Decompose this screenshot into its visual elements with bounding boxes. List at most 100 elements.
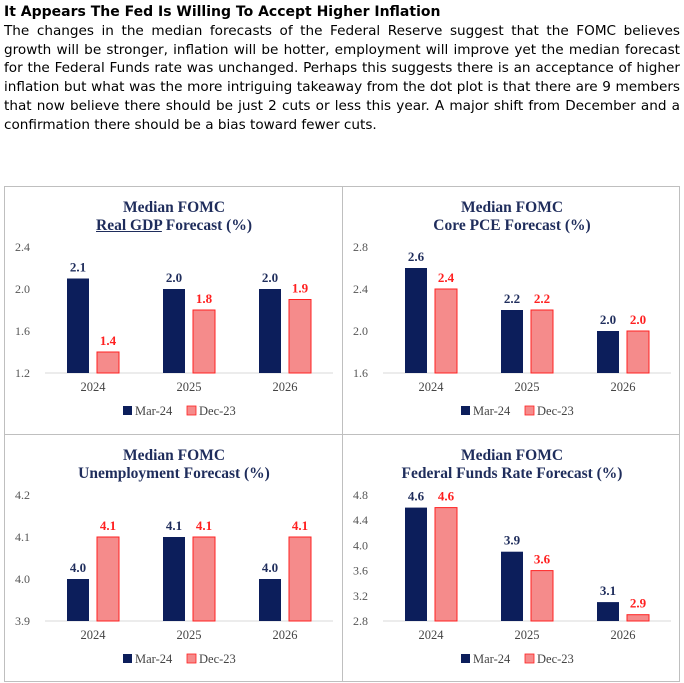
bar-dec-23 [530,309,554,374]
chart-subtitle-text: Federal Funds Rate Forecast (%) [401,465,623,482]
legend-swatch-mar-24 [461,406,470,415]
data-label: 2.0 [600,312,616,327]
bar-mar-24 [405,507,427,621]
legend-label: Mar-24 [473,652,511,666]
y-tick-label: 2.0 [15,282,30,296]
y-tick-label: 4.4 [353,513,368,527]
data-label: 4.6 [408,489,425,504]
data-label: 2.0 [262,270,278,285]
chart-subtitle-text: Forecast (%) [161,217,252,234]
y-tick-label: 4.0 [15,572,30,586]
legend-label: Mar-24 [135,652,173,666]
data-label: 3.1 [600,583,616,598]
bar-mar-24 [259,289,281,373]
y-tick-label: 1.6 [353,366,368,380]
gdp-chart: Median FOMC Real GDP Forecast (%) 1.2 1.6 2.… [5,187,343,435]
bar-dec-23 [288,299,312,374]
bar-mar-24 [67,278,89,373]
data-label: 1.9 [292,281,309,296]
bar-dec-23 [96,351,120,374]
chart-subtitle: Federal Funds Rate Forecast (%) [343,465,681,483]
x-tick-label: 2025 [177,628,202,642]
legend-swatch-dec-23 [186,653,197,664]
data-label: 2.0 [166,270,182,285]
legend-swatch-mar-24 [123,654,132,663]
chart-subtitle: Core PCE Forecast (%) [343,217,681,235]
y-tick-label: 3.6 [353,564,368,578]
bar-dec-23 [434,288,458,374]
data-label: 2.2 [534,291,550,306]
y-tick-label: 2.8 [353,614,368,628]
chart-svg: 3.9 4.0 4.1 4.2 2024 4.0 4.1 2025 4.1 4.1 2026 4.0 4… [15,488,333,666]
legend-swatch-dec-23 [524,405,535,416]
bar-dec-23 [192,536,216,622]
fed-funds-chart: Median FOMC Federal Funds Rate Forecast (… [343,435,681,683]
y-tick-label: 4.8 [353,488,368,502]
article-paragraph: The changes in the median forecasts of t… [4,23,680,133]
bar-dec-23 [530,570,554,622]
x-tick-label: 2024 [419,380,445,394]
data-label: 2.0 [630,312,646,327]
unemployment-chart: Median FOMC Unemployment Forecast (%) 3.9 4… [5,435,343,683]
data-label: 2.2 [504,291,520,306]
legend-label: Dec-23 [199,652,236,666]
chart-subtitle: Unemployment Forecast (%) [5,465,343,483]
legend-label: Mar-24 [473,404,511,418]
data-label: 4.6 [438,489,455,504]
chart-title: Median FOMC [460,199,564,216]
x-tick-label: 2024 [81,628,107,642]
y-tick-label: 3.2 [353,589,368,603]
bar-dec-23 [192,309,216,374]
core-pce-chart: Median FOMC Core PCE Forecast (%) 1.6 2.0 2.… [343,187,681,435]
x-tick-label: 2026 [273,380,298,394]
bar-mar-24 [163,537,185,621]
data-label: 2.4 [438,270,455,285]
chart-title: Median FOMC [122,447,226,464]
data-label: 4.1 [100,518,116,533]
data-label: 4.0 [70,560,86,575]
data-label: 1.8 [196,291,213,306]
data-label: 4.1 [196,518,212,533]
x-tick-label: 2025 [177,380,202,394]
bar-mar-24 [501,310,523,373]
y-tick-label: 2.0 [353,324,368,338]
legend-swatch-mar-24 [123,406,132,415]
bar-dec-23 [626,614,650,622]
bar-mar-24 [405,268,427,373]
legend-swatch-dec-23 [186,405,197,416]
legend-label: Dec-23 [537,404,574,418]
chart-subtitle-text: Core PCE Forecast (%) [433,217,591,234]
y-tick-label: 4.0 [353,538,368,552]
bar-mar-24 [67,579,89,621]
x-tick-label: 2025 [515,628,540,642]
bar-dec-23 [626,330,650,374]
chart-title: Median FOMC [460,447,564,464]
data-label: 3.6 [534,552,551,567]
legend-label: Mar-24 [135,404,173,418]
y-tick-label: 2.4 [353,282,368,296]
chart-subtitle-underlined: Real GDP [96,217,162,234]
x-tick-label: 2026 [611,628,636,642]
bar-mar-24 [501,551,523,621]
chart-subtitle-text: Unemployment Forecast (%) [78,465,270,482]
data-label: 4.0 [262,560,278,575]
legend-swatch-dec-23 [524,653,535,664]
bar-mar-24 [597,331,619,373]
chart-svg: 1.2 1.6 2.0 2.4 2024 2.1 1.4 2025 2.0 1.8 2026 2.0 1… [15,240,333,418]
y-tick-label: 2.8 [353,240,368,254]
bar-mar-24 [163,289,185,373]
y-tick-label: 4.2 [15,488,30,502]
divider [5,434,679,435]
legend-label: Dec-23 [199,404,236,418]
data-label: 4.1 [166,518,182,533]
y-tick-label: 4.1 [15,530,30,544]
chart-svg: 1.6 2.0 2.4 2.8 2024 2.6 2.4 2025 2.2 2.2 2026 2.0 2… [353,240,671,418]
x-tick-label: 2024 [81,380,107,394]
bar-dec-23 [434,507,458,622]
bar-mar-24 [259,579,281,621]
data-label: 1.4 [100,333,117,348]
data-label: 4.1 [292,518,308,533]
chart-svg: 2.8 3.2 3.6 4.0 4.4 4.8 2024 4.6 4.6 2025 3.9 3.6 20… [353,488,671,666]
legend-label: Dec-23 [537,652,574,666]
data-label: 2.1 [70,260,86,275]
